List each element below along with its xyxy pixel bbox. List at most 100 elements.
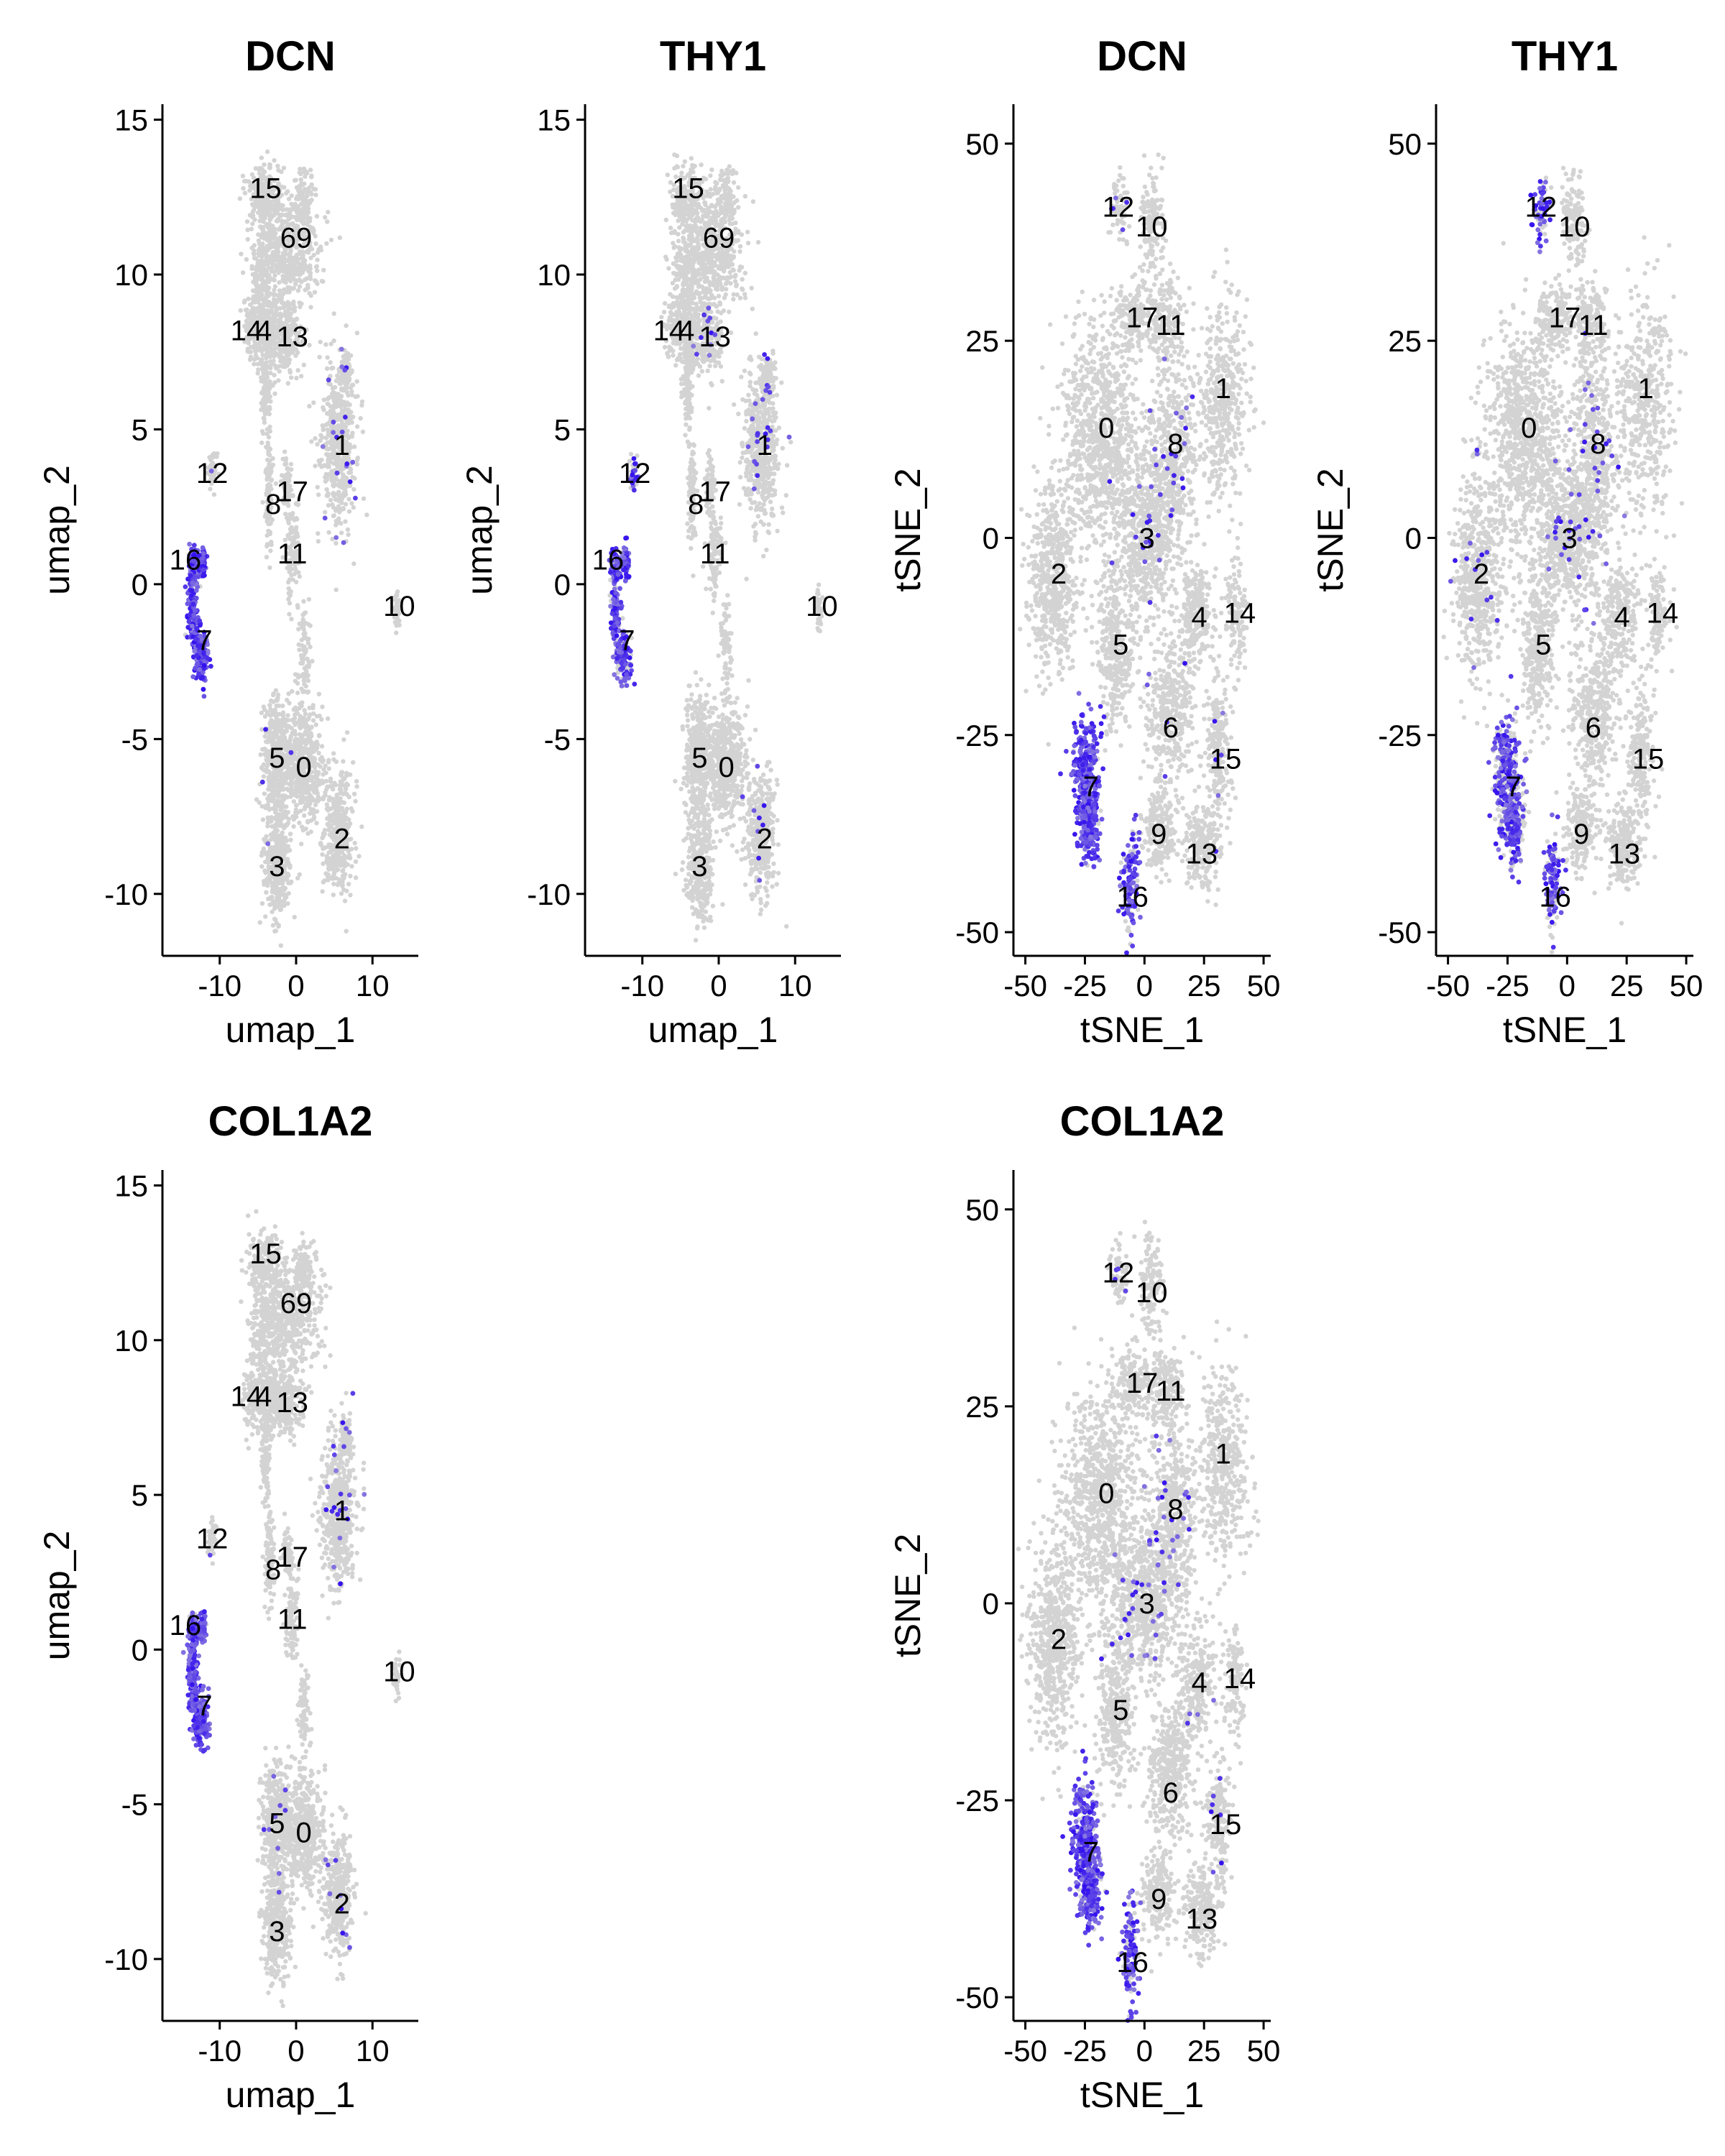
cell-point: [264, 757, 268, 762]
cell-point: [282, 809, 287, 814]
cell-point: [291, 775, 295, 780]
cell-point: [259, 407, 263, 412]
cell-point: [340, 859, 344, 863]
cell-point: [289, 589, 293, 594]
cell-point: [323, 828, 327, 832]
cell-point: [293, 354, 298, 358]
cell-point: [311, 807, 316, 811]
cell-point: [302, 814, 306, 818]
cell-point: [288, 756, 293, 760]
cell-point: [341, 810, 346, 814]
cell-point: [341, 868, 345, 872]
cell-point: [326, 530, 331, 535]
cell-point: [348, 856, 352, 860]
cell-point: [323, 479, 328, 484]
cell-point: [267, 807, 272, 811]
cell-point: [272, 373, 276, 377]
cell-point: [340, 479, 344, 484]
cell-point: [347, 795, 351, 799]
cell-point: [266, 474, 270, 478]
cell-point: [295, 368, 300, 372]
cell-point: [331, 396, 336, 400]
cell-point: [288, 370, 293, 374]
cell-point: [274, 688, 278, 693]
cell-point: [286, 881, 290, 885]
cell-point: [260, 429, 264, 433]
cell-point: [309, 829, 313, 834]
cell-point: [293, 811, 298, 815]
cell-point: [298, 808, 303, 813]
cell-point: [256, 367, 260, 372]
cell-point: [288, 838, 293, 842]
cell-point: [299, 653, 303, 658]
cell-point: [353, 799, 357, 803]
cell-point: [288, 865, 292, 870]
cell-point: [309, 724, 313, 729]
cell-point: [306, 717, 310, 722]
cell-point: [331, 882, 336, 886]
cell-point: [319, 717, 323, 722]
cell-point: [331, 424, 336, 428]
cell-point: [345, 862, 349, 867]
cell-point: [336, 392, 340, 396]
cell-point: [290, 732, 295, 736]
cell-point: [328, 779, 333, 783]
cell-point: [334, 405, 338, 409]
cell-point: [282, 462, 287, 466]
cell-point: [336, 375, 340, 379]
cell-point: [305, 690, 310, 694]
cell-point: [271, 710, 275, 714]
cell-point: [265, 824, 270, 828]
cell-point: [293, 706, 298, 710]
cell-point: [277, 293, 281, 298]
cell-point: [340, 879, 344, 883]
cell-point: [238, 196, 242, 201]
cell-point: [313, 436, 317, 441]
cell-point: [239, 252, 243, 256]
cell-point: [328, 798, 332, 802]
cell-point: [316, 799, 320, 803]
cell-point: [299, 374, 303, 378]
cell-point: [323, 342, 328, 346]
cell-point: [271, 923, 275, 927]
cell-point: [394, 623, 398, 627]
cell-point: [304, 684, 308, 688]
cell-point: [270, 888, 275, 892]
cell-point: [293, 739, 297, 743]
cell-point: [343, 404, 347, 408]
cell-point: [277, 798, 282, 803]
cell-point: [259, 766, 264, 770]
cell-point: [266, 410, 270, 415]
cell-point: [323, 871, 328, 875]
cell-point: [343, 791, 347, 795]
cell-point: [282, 364, 287, 369]
cell-point: [316, 247, 321, 252]
cell-point: [336, 497, 341, 501]
cell-point: [327, 766, 331, 770]
cell-point: [281, 457, 285, 461]
cell-point: [331, 505, 336, 510]
cell-point: [356, 854, 361, 858]
cell-point: [260, 500, 264, 505]
cell-point: [336, 489, 341, 494]
cell-point: [267, 379, 272, 384]
cell-point: [349, 806, 354, 811]
cell-point: [275, 841, 279, 845]
cell-point: [333, 385, 337, 390]
cell-point: [267, 465, 272, 469]
cell-point: [269, 837, 273, 842]
cell-point: [260, 901, 264, 906]
cell-point: [282, 826, 286, 830]
cell-point: [320, 889, 324, 893]
cell-point: [277, 280, 281, 285]
cell-point: [290, 814, 295, 819]
cell-point: [295, 691, 300, 695]
cell-point: [322, 397, 326, 402]
cell-point: [311, 780, 316, 785]
cell-point: [273, 808, 277, 812]
cell-point: [258, 920, 262, 924]
cell-point: [288, 512, 292, 517]
cell-point: [268, 722, 272, 727]
cell-point: [344, 787, 348, 791]
cell-point: [293, 791, 298, 795]
